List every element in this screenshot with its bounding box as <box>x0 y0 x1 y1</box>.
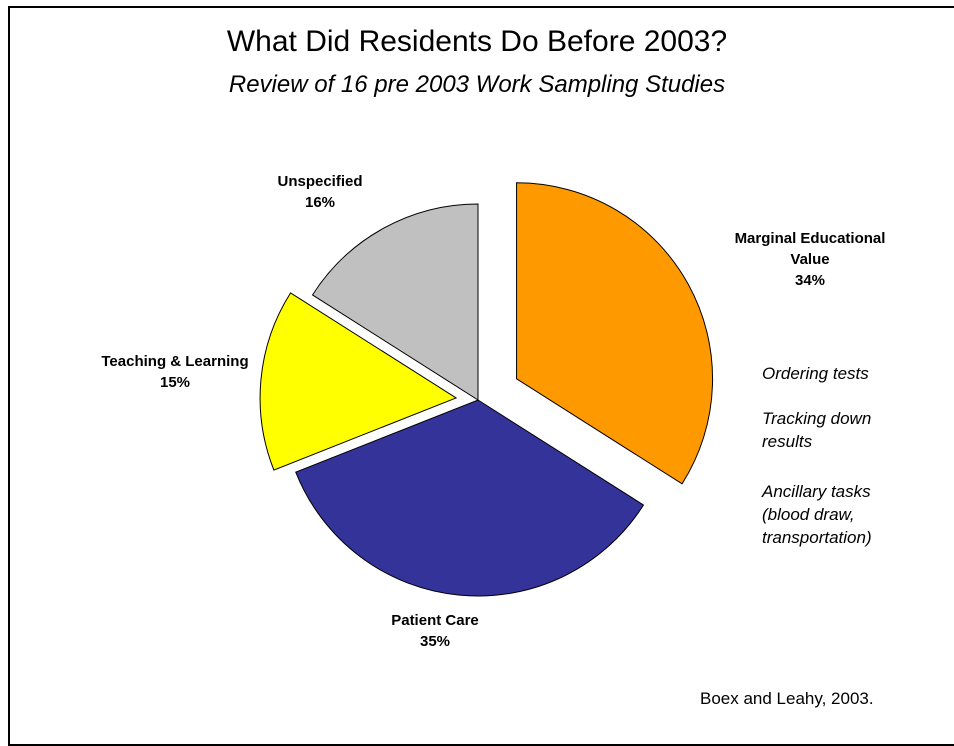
slide-subtitle: Review of 16 pre 2003 Work Sampling Stud… <box>228 71 726 98</box>
label-percent: 34% <box>794 272 826 289</box>
note-line: Ancillary tasks <box>762 482 871 501</box>
note-line: Tracking down <box>762 409 872 428</box>
label-patient-care: Patient Care 35% <box>355 610 515 652</box>
note-line: Ordering tests <box>762 364 869 383</box>
label-marginal-educational: Marginal Educational Value 34% <box>690 228 930 291</box>
pie-chart <box>259 182 713 597</box>
slice-marginal-educational <box>516 182 713 485</box>
label-line: Value <box>790 251 830 268</box>
slice-patient-care <box>295 399 645 597</box>
note-line: transportation) <box>762 528 872 547</box>
label-teaching-learning: Teaching & Learning 15% <box>60 351 290 393</box>
label-percent: 15% <box>159 374 191 391</box>
slide-title: What Did Residents Do Before 2003? <box>226 25 728 58</box>
slice-teaching-learning <box>259 292 458 471</box>
label-percent: 16% <box>304 194 336 211</box>
note-ordering-tests: Ordering tests <box>762 362 869 385</box>
note-line: results <box>762 432 813 451</box>
note-tracking-results: Tracking down results <box>762 407 871 453</box>
label-line: Patient Care <box>391 612 479 629</box>
label-line: Unspecified <box>277 173 363 190</box>
label-percent: 35% <box>419 633 451 650</box>
note-ancillary-tasks: Ancillary tasks (blood draw, transportat… <box>762 480 872 549</box>
note-line: (blood draw, <box>762 505 855 524</box>
slice-unspecified <box>311 203 479 401</box>
label-line: Teaching & Learning <box>101 353 249 370</box>
source-citation: Boex and Leahy, 2003. <box>700 689 874 708</box>
label-unspecified: Unspecified 16% <box>240 171 400 213</box>
label-line: Marginal Educational <box>734 230 886 247</box>
